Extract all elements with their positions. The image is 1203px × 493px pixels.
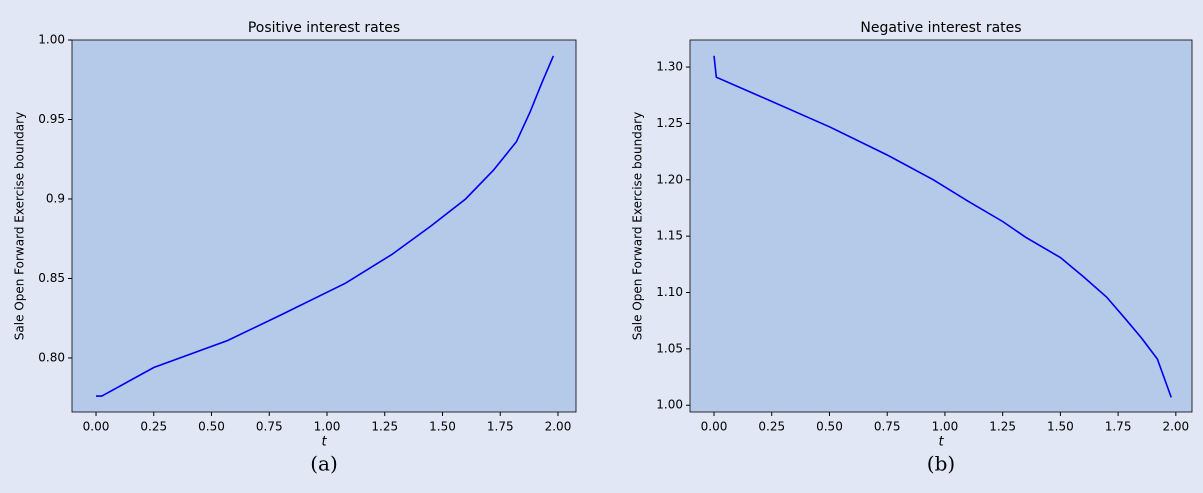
x-tick-label: 2.00 <box>545 420 572 434</box>
y-tick-label: 0.85 <box>38 271 65 285</box>
y-tick-label: 1.25 <box>656 116 683 130</box>
caption: (a) <box>310 452 338 476</box>
chart-title: Positive interest rates <box>248 20 400 36</box>
x-tick-label: 0.00 <box>83 420 110 434</box>
plot-area <box>689 39 1193 413</box>
y-tick-label: 1.00 <box>38 33 65 47</box>
x-tick-label: 0.25 <box>758 420 785 434</box>
x-axis-label: t <box>938 435 944 450</box>
y-tick-label: 1.05 <box>656 341 683 355</box>
x-tick-label: 1.25 <box>989 420 1016 434</box>
data-line <box>713 55 1172 398</box>
x-tick-label: 0.00 <box>701 420 728 434</box>
caption: (b) <box>927 452 955 476</box>
y-axis-label: Sale Open Forward Exercise boundary <box>13 112 27 340</box>
x-tick-label: 1.75 <box>487 420 514 434</box>
plot-area <box>71 39 577 413</box>
x-tick-label: 1.50 <box>1047 420 1074 434</box>
x-tick-label: 0.50 <box>198 420 225 434</box>
x-tick-label: 1.75 <box>1105 420 1132 434</box>
x-tick-label: 0.50 <box>816 420 843 434</box>
x-axis-label: t <box>321 435 327 450</box>
x-tick-label: 1.00 <box>314 420 341 434</box>
y-axis-label: Sale Open Forward Exercise boundary <box>631 112 645 340</box>
x-tick-label: 2.00 <box>1162 420 1189 434</box>
x-tick-label: 1.00 <box>932 420 959 434</box>
x-tick-label: 0.75 <box>874 420 901 434</box>
chart-title: Negative interest rates <box>860 20 1021 36</box>
x-tick-label: 0.75 <box>256 420 283 434</box>
x-tick-label: 1.50 <box>429 420 456 434</box>
x-tick-label: 0.25 <box>140 420 167 434</box>
y-tick-label: 1.15 <box>656 229 683 243</box>
y-tick-label: 1.30 <box>656 60 683 74</box>
y-tick-label: 0.9 <box>46 191 65 205</box>
data-line <box>96 55 555 397</box>
y-tick-label: 0.95 <box>38 112 65 126</box>
x-tick-label: 1.25 <box>371 420 398 434</box>
y-tick-label: 1.00 <box>656 398 683 412</box>
y-tick-label: 0.80 <box>38 350 65 364</box>
y-tick-label: 1.20 <box>656 172 683 186</box>
y-tick-label: 1.10 <box>656 285 683 299</box>
